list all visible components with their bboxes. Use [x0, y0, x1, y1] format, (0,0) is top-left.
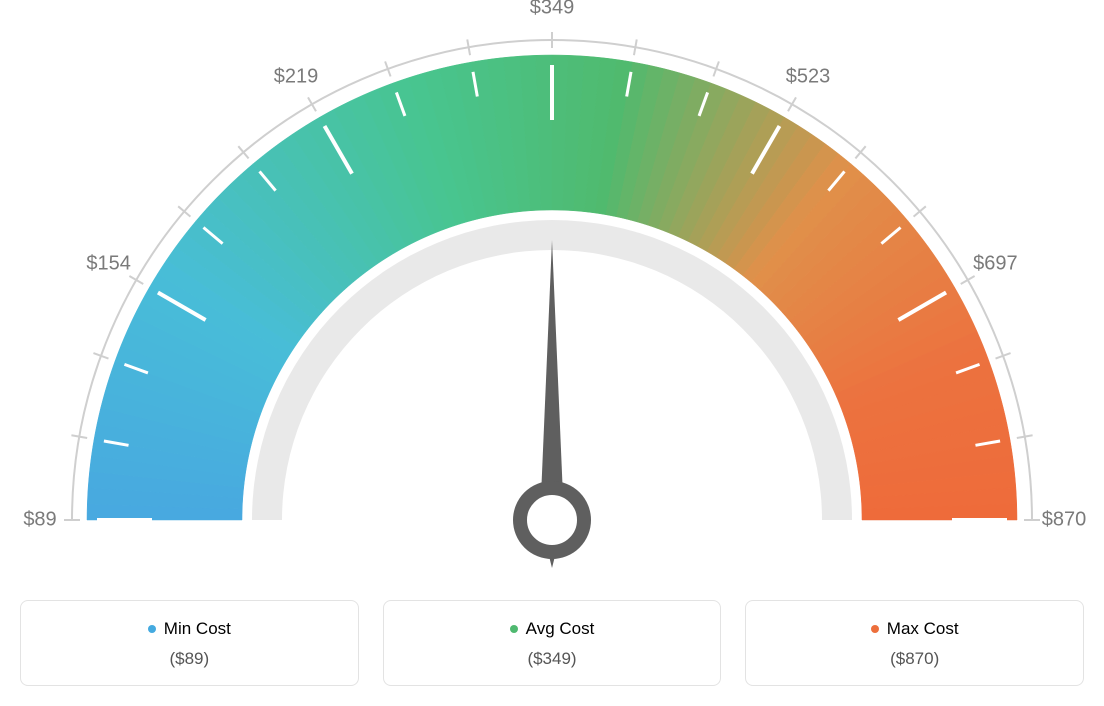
legend-value-min: ($89)	[31, 649, 348, 669]
legend-card-min: Min Cost ($89)	[20, 600, 359, 686]
outer-minor-tick	[71, 435, 87, 438]
gauge-area: $89$154$219$349$523$697$870	[20, 20, 1084, 580]
outer-tick	[961, 276, 975, 284]
outer-minor-tick	[634, 39, 637, 55]
gauge-hub	[520, 488, 584, 552]
legend-card-avg: Avg Cost ($349)	[383, 600, 722, 686]
gauge-svg	[20, 20, 1084, 580]
outer-tick	[129, 276, 143, 284]
tick-label: $219	[274, 65, 319, 88]
legend-card-max: Max Cost ($870)	[745, 600, 1084, 686]
tick-label: $89	[23, 509, 56, 532]
tick-label: $697	[973, 253, 1018, 276]
outer-tick	[788, 97, 796, 111]
legend-value-avg: ($349)	[394, 649, 711, 669]
outer-minor-tick	[1017, 435, 1033, 438]
legend-value-max: ($870)	[756, 649, 1073, 669]
tick-label: $523	[786, 65, 831, 88]
legend-label-avg: Avg Cost	[526, 619, 595, 639]
legend-label-min: Min Cost	[164, 619, 231, 639]
outer-tick	[308, 97, 316, 111]
cost-gauge-chart: $89$154$219$349$523$697$870 Min Cost ($8…	[20, 20, 1084, 686]
legend-label-max: Max Cost	[887, 619, 959, 639]
outer-minor-tick	[467, 39, 470, 55]
tick-label: $870	[1042, 509, 1087, 532]
tick-label: $154	[86, 253, 131, 276]
tick-label: $349	[530, 0, 575, 20]
legend-row: Min Cost ($89) Avg Cost ($349) Max Cost …	[20, 600, 1084, 686]
legend-dot-max	[871, 625, 879, 633]
legend-dot-avg	[510, 625, 518, 633]
legend-dot-min	[148, 625, 156, 633]
